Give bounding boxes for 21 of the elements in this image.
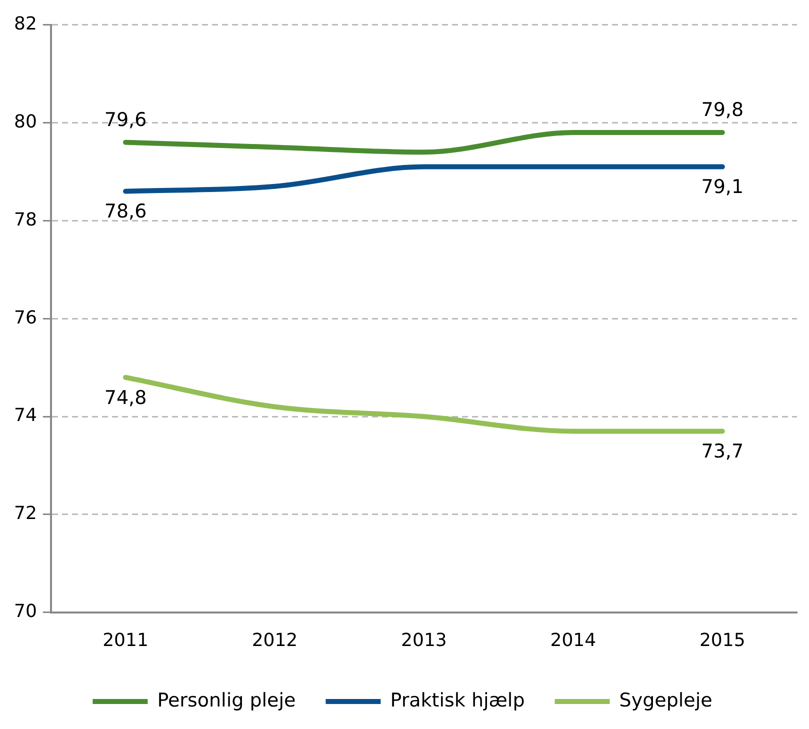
data-label: 78,6 (104, 200, 147, 223)
x-tick-label: 2014 (550, 630, 596, 651)
legend-label: Personlig pleje (157, 689, 296, 712)
data-label: 73,7 (701, 440, 744, 463)
x-tick-label: 2011 (102, 630, 148, 651)
y-tick-label: 82 (14, 13, 37, 34)
y-tick-label: 74 (14, 405, 37, 426)
legend-label: Praktisk hjælp (390, 689, 525, 712)
data-label: 79,1 (701, 176, 744, 198)
data-label: 79,6 (104, 108, 147, 131)
y-tick-label: 76 (14, 307, 37, 328)
y-tick-label: 70 (14, 601, 37, 622)
x-tick-label: 2015 (699, 630, 746, 651)
y-tick-label: 78 (14, 209, 37, 230)
data-label: 74,8 (104, 386, 147, 409)
x-tick-label: 2012 (252, 630, 298, 651)
y-tick-label: 72 (14, 503, 37, 524)
legend-label: Sygepleje (619, 689, 712, 712)
y-tick-label: 80 (14, 111, 37, 132)
data-label: 79,8 (701, 98, 744, 121)
x-tick-label: 2013 (401, 630, 447, 651)
